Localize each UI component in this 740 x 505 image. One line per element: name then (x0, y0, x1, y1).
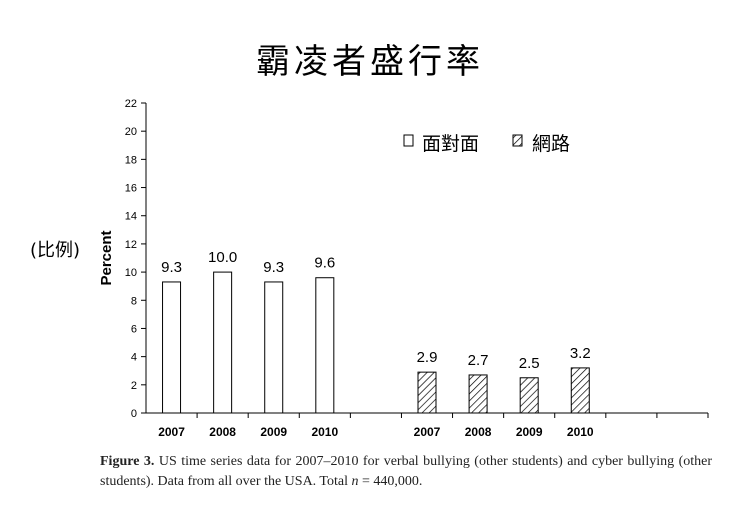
bars: 9.3 10.0 9.3 9.6 2.9 2.7 2.5 3.2 (161, 249, 591, 414)
y-tick-label: 10 (125, 267, 137, 279)
legend: 面對面 網路 (403, 133, 570, 155)
y-tick-label: 8 (131, 295, 137, 307)
y-tick-label: 4 (131, 352, 137, 364)
bar-value-label: 3.2 (570, 345, 591, 362)
bar-2010-face-to-face (315, 277, 335, 414)
legend-swatch-online (512, 134, 523, 147)
bar-value-label: 9.3 (161, 259, 182, 276)
x-tick-label: 2008 (209, 425, 236, 439)
bar-value-label: 2.9 (417, 349, 438, 366)
caption-label: Figure 3. (100, 454, 155, 469)
x-tick-label: 2008 (465, 425, 492, 439)
slide-title: 霸凌者盛行率 (256, 42, 484, 82)
bar-value-label: 2.5 (519, 355, 540, 372)
bar-2009-online (519, 377, 539, 414)
y-tick-label: 16 (125, 183, 137, 195)
x-tick-label: 2009 (260, 425, 287, 439)
figure-caption: Figure 3. US time series data for 2007–2… (100, 452, 712, 492)
bar-2007-face-to-face (162, 281, 182, 414)
x-tick-label: 2009 (516, 425, 543, 439)
y-tick-label: 20 (125, 126, 137, 138)
caption-text: US time series data for 2007–2010 for ve… (100, 454, 712, 489)
axes: 0 2 4 6 8 10 12 14 16 18 20 22 Percent 2007 2008 2009 20… (98, 98, 709, 439)
y-tick-label: 12 (125, 239, 137, 251)
caption-n-symbol: n (351, 474, 359, 489)
y-tick-label: 6 (131, 323, 137, 335)
legend-label-online: 網路 (532, 133, 570, 155)
bar-value-label: 10.0 (208, 249, 237, 266)
legend-label-face-to-face: 面對面 (422, 133, 479, 155)
y-tick-label: 2 (131, 380, 137, 392)
y-axis-title: Percent (98, 230, 115, 285)
caption-total: = 440,000. (358, 474, 423, 489)
bar-chart: 0 2 4 6 8 10 12 14 16 18 20 22 Percent 2007 2008 2009 20… (98, 98, 709, 439)
bar-value-label: 9.3 (263, 259, 284, 276)
bar-2009-face-to-face (264, 281, 284, 414)
bar-value-label: 2.7 (468, 352, 489, 369)
bar-2008-face-to-face (213, 271, 233, 414)
bar-2008-online (468, 374, 488, 414)
y-tick-label: 0 (131, 408, 137, 420)
bar-value-label: 9.6 (314, 255, 335, 272)
y-tick-label: 14 (125, 211, 137, 223)
y-tick-label: 22 (125, 98, 137, 110)
legend-swatch-face-to-face (403, 134, 414, 147)
x-tick-label: 2010 (567, 425, 594, 439)
bar-2010-online (570, 367, 590, 414)
y-unit-note: (比例) (30, 240, 81, 261)
x-tick-label: 2010 (311, 425, 338, 439)
bar-2007-online (417, 371, 437, 414)
x-tick-label: 2007 (414, 425, 441, 439)
x-tick-label: 2007 (158, 425, 185, 439)
y-tick-label: 18 (125, 154, 137, 166)
